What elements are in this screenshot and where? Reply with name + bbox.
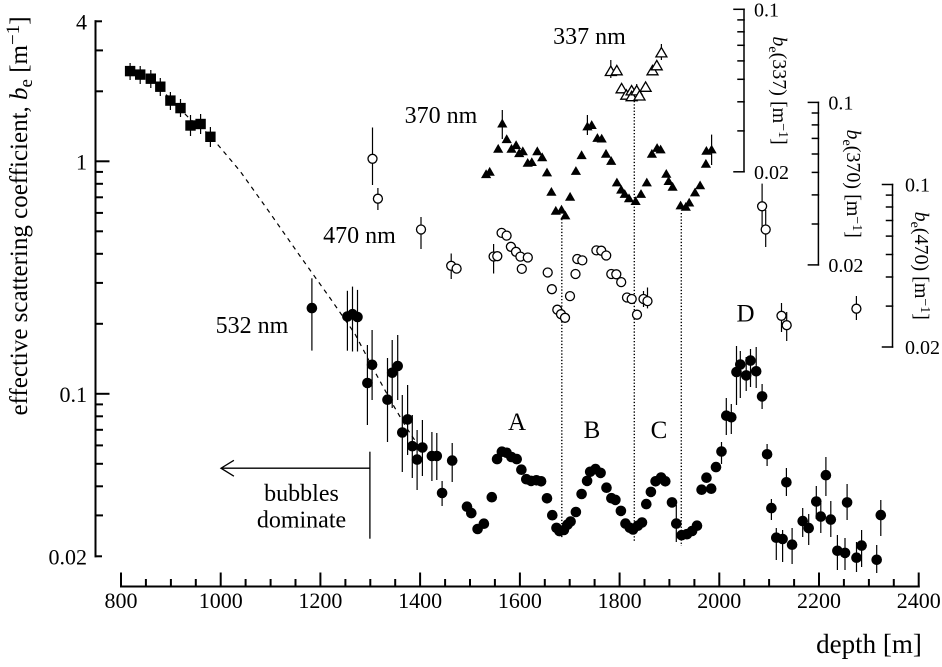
svg-text:470 nm: 470 nm [323,223,396,249]
svg-text:C: C [651,417,668,444]
svg-text:0.02: 0.02 [754,162,789,184]
svg-text:1400: 1400 [398,588,442,613]
svg-text:0.02: 0.02 [828,255,863,277]
svg-text:B: B [584,417,601,444]
svg-text:0.1: 0.1 [60,382,88,407]
svg-text:dominate: dominate [257,508,346,534]
svg-text:be(470) [m−1]: be(470) [m−1] [907,212,932,320]
svg-text:1000: 1000 [199,588,243,613]
svg-text:337 nm: 337 nm [553,24,626,50]
svg-text:2200: 2200 [797,588,841,613]
svg-text:1600: 1600 [498,588,542,613]
svg-text:be(337) [m−1]: be(337) [m−1] [765,36,790,144]
svg-text:0.02: 0.02 [905,337,940,359]
svg-text:4: 4 [76,9,87,34]
svg-text:2000: 2000 [697,588,741,613]
svg-text:0.1: 0.1 [905,175,930,197]
svg-text:532 nm: 532 nm [216,313,289,339]
svg-text:bubbles: bubbles [264,481,339,507]
svg-text:D: D [736,301,754,328]
svg-text:0.1: 0.1 [828,92,853,114]
svg-text:effective scattering coefficie: effective scattering coefficient, be [m−… [3,16,37,415]
svg-text:370 nm: 370 nm [405,103,478,129]
svg-text:800: 800 [105,588,138,613]
svg-text:2400: 2400 [897,588,941,613]
svg-text:1200: 1200 [298,588,342,613]
svg-text:1800: 1800 [598,588,642,613]
svg-text:depth [m]: depth [m] [816,629,922,659]
svg-text:be(370) [m−1]: be(370) [m−1] [839,130,864,238]
svg-text:0.02: 0.02 [49,544,88,569]
svg-text:1: 1 [76,149,87,174]
svg-text:0.1: 0.1 [754,0,779,21]
svg-text:A: A [508,409,526,436]
